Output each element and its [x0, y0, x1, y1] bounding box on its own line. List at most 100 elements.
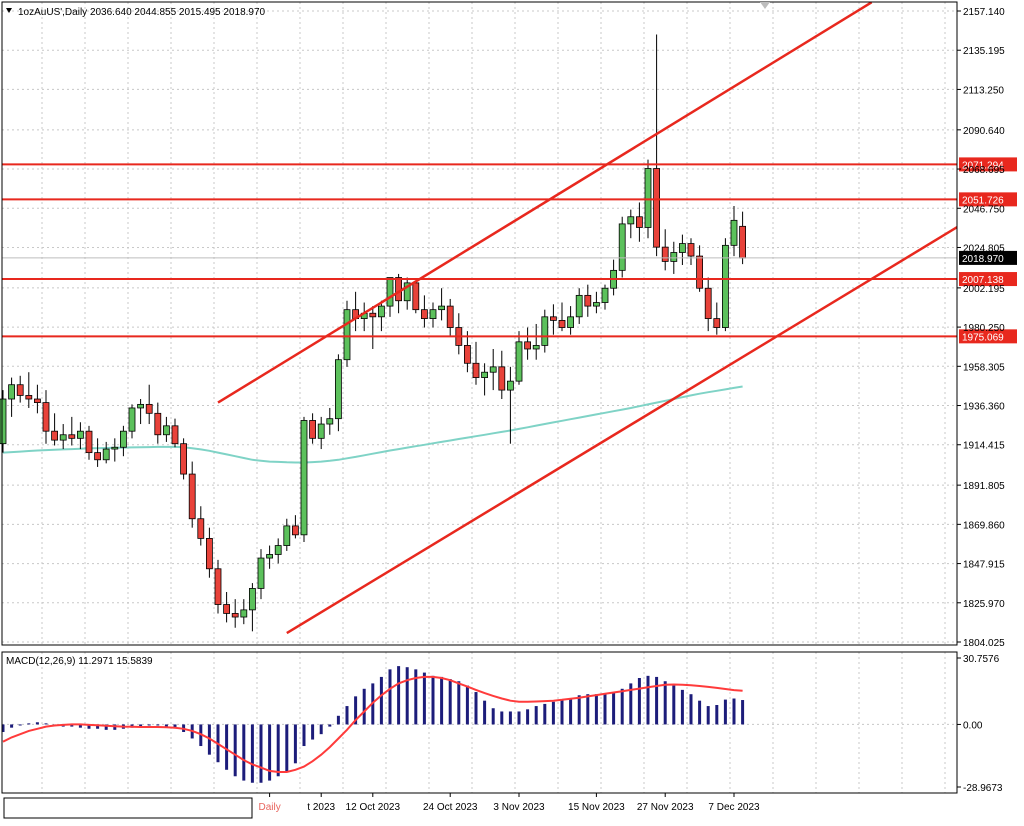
bear-candle-body — [687, 243, 695, 257]
macd-title: MACD(12,26,9) 11.2971 15.5839 — [6, 656, 153, 667]
candle — [687, 238, 695, 265]
bear-candle-body — [704, 287, 712, 320]
bear-candle-body — [550, 316, 557, 321]
price-panel-frame — [1, 1, 958, 646]
candle — [34, 384, 41, 414]
bear-candle-body — [661, 246, 669, 262]
bear-candle-body — [420, 309, 428, 320]
candle — [730, 206, 738, 257]
current-price-label: 2018.970 — [962, 254, 1004, 265]
bull-candle-body — [300, 420, 308, 536]
price-tick-label: 2002.195 — [963, 284, 1005, 295]
bull-candle-body — [489, 366, 497, 373]
time-axis-label: 7 Dec 2023 — [708, 802, 760, 813]
bear-candle-body — [446, 305, 454, 328]
bear-candle-body — [171, 425, 179, 445]
candle — [446, 298, 454, 337]
bear-candle-body — [68, 434, 76, 439]
bull-candle-body — [627, 216, 635, 225]
candle — [704, 277, 712, 332]
candle — [550, 304, 557, 335]
candle — [171, 418, 179, 448]
bull-candle-body — [59, 434, 67, 441]
candle — [257, 549, 265, 600]
bull-candle-body — [257, 557, 265, 589]
candle — [541, 309, 549, 353]
bear-candle-body — [214, 568, 222, 605]
price-level-badge — [959, 329, 1017, 344]
price-level-label: 1975.069 — [962, 332, 1004, 343]
bull-candle-body — [541, 316, 549, 346]
time-axis-label: 27 Nov 2023 — [637, 802, 694, 813]
candle — [162, 416, 170, 442]
bull-candle-body — [679, 243, 686, 253]
bull-candle-body — [343, 309, 351, 361]
candle — [197, 506, 205, 546]
candle — [713, 302, 721, 335]
time-axis-label: 3 Nov 2023 — [493, 802, 545, 813]
candle — [85, 425, 93, 460]
time-axis-label: 24 Oct 2023 — [423, 802, 478, 813]
candle — [420, 295, 428, 328]
candle — [618, 216, 626, 278]
bear-candle-body — [369, 312, 377, 318]
price-level-badge — [959, 157, 1017, 172]
candle — [567, 306, 574, 335]
bull-candle-body — [162, 425, 170, 436]
bear-candle-body — [291, 525, 299, 536]
bear-candle-body — [472, 362, 480, 378]
price-tick-label: 1869.860 — [963, 520, 1005, 531]
candle — [377, 300, 385, 332]
bull-candle-body — [274, 545, 282, 555]
chart-shift-marker-icon[interactable] — [760, 2, 770, 9]
price-tick-label: 2157.140 — [963, 7, 1005, 18]
bull-candle-body — [644, 168, 652, 228]
candle — [68, 416, 76, 446]
bear-candle-body — [412, 282, 420, 311]
bull-candle-body — [8, 384, 16, 400]
candle — [524, 327, 531, 360]
bear-candle-body — [584, 294, 592, 307]
bear-candle-body — [25, 395, 33, 400]
candle — [438, 288, 446, 321]
trend-line-upper-channel[interactable] — [217, 2, 873, 404]
price-tick-label: 1825.970 — [963, 599, 1005, 610]
bull-candle-body — [515, 341, 523, 382]
time-axis-label: t 2023 — [307, 802, 335, 813]
bear-candle-body — [34, 398, 41, 403]
bear-candle-body — [231, 613, 239, 618]
price-tick-label: 1847.915 — [963, 560, 1005, 571]
symbol-dropdown-icon[interactable] — [6, 8, 12, 13]
macd-tick-label: 30.7576 — [963, 654, 1000, 665]
candle — [223, 592, 231, 623]
candle — [266, 545, 274, 569]
candle — [463, 331, 471, 373]
candle — [111, 438, 119, 462]
bull-candle-body — [506, 380, 514, 391]
candle — [16, 375, 24, 403]
bear-candle-body — [395, 277, 403, 302]
candle — [154, 402, 162, 444]
bear-candle-body — [223, 604, 231, 614]
bear-candle-body — [154, 412, 162, 436]
candle — [309, 413, 317, 444]
candle — [274, 538, 282, 564]
bull-candle-body — [429, 309, 437, 320]
price-tick-label: 2068.695 — [963, 165, 1005, 176]
bear-candle-body — [309, 420, 317, 439]
candle — [506, 366, 514, 444]
candle — [627, 209, 635, 239]
price-tick-label: 1914.415 — [963, 441, 1005, 452]
trend-line-lower-channel[interactable] — [286, 206, 992, 635]
price-tick-label: 2090.640 — [963, 126, 1005, 137]
candle — [558, 302, 566, 332]
candle — [472, 341, 480, 385]
period-box[interactable] — [3, 797, 253, 819]
candle — [291, 515, 299, 539]
bear-candle-body — [498, 366, 506, 391]
bull-candle-body — [77, 430, 84, 439]
price-level-label: 2051.726 — [962, 195, 1004, 206]
candle — [214, 559, 222, 614]
